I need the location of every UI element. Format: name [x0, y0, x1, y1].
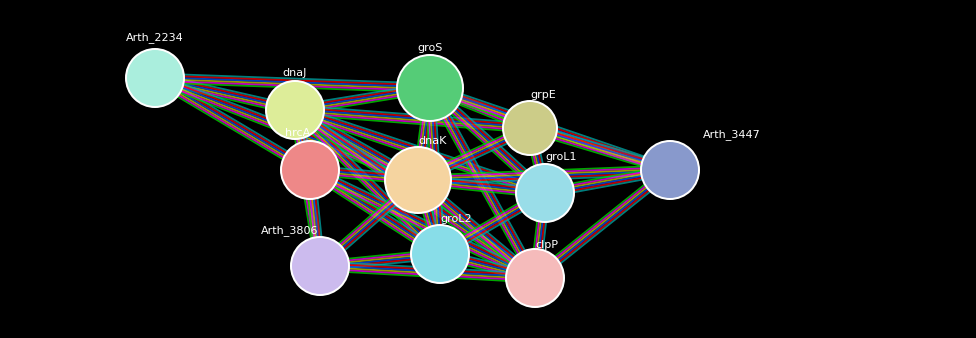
Ellipse shape [410, 224, 470, 284]
Ellipse shape [412, 226, 468, 282]
Text: hrcA: hrcA [285, 128, 310, 138]
Ellipse shape [127, 50, 183, 106]
Text: Arth_2234: Arth_2234 [126, 32, 183, 43]
Ellipse shape [504, 102, 556, 154]
Ellipse shape [502, 100, 558, 156]
Ellipse shape [125, 48, 185, 108]
Ellipse shape [640, 140, 700, 200]
Ellipse shape [398, 56, 462, 120]
Text: dnaJ: dnaJ [283, 68, 307, 78]
Ellipse shape [515, 163, 575, 223]
Text: Arth_3806: Arth_3806 [261, 225, 318, 236]
Text: groS: groS [418, 43, 443, 53]
Text: grpE: grpE [530, 90, 555, 100]
Text: Arth_3447: Arth_3447 [703, 129, 760, 140]
Text: groL1: groL1 [545, 152, 577, 162]
Text: groL2: groL2 [440, 214, 471, 224]
Ellipse shape [507, 250, 563, 306]
Text: dnaK: dnaK [418, 136, 446, 146]
Ellipse shape [384, 146, 452, 214]
Ellipse shape [396, 54, 464, 122]
Text: clpP: clpP [535, 240, 558, 250]
Ellipse shape [386, 148, 450, 212]
Ellipse shape [280, 140, 340, 200]
Ellipse shape [265, 80, 325, 140]
Ellipse shape [642, 142, 698, 198]
Ellipse shape [517, 165, 573, 221]
Ellipse shape [505, 248, 565, 308]
Ellipse shape [282, 142, 338, 198]
Ellipse shape [292, 238, 348, 294]
Ellipse shape [267, 82, 323, 138]
Ellipse shape [290, 236, 350, 296]
